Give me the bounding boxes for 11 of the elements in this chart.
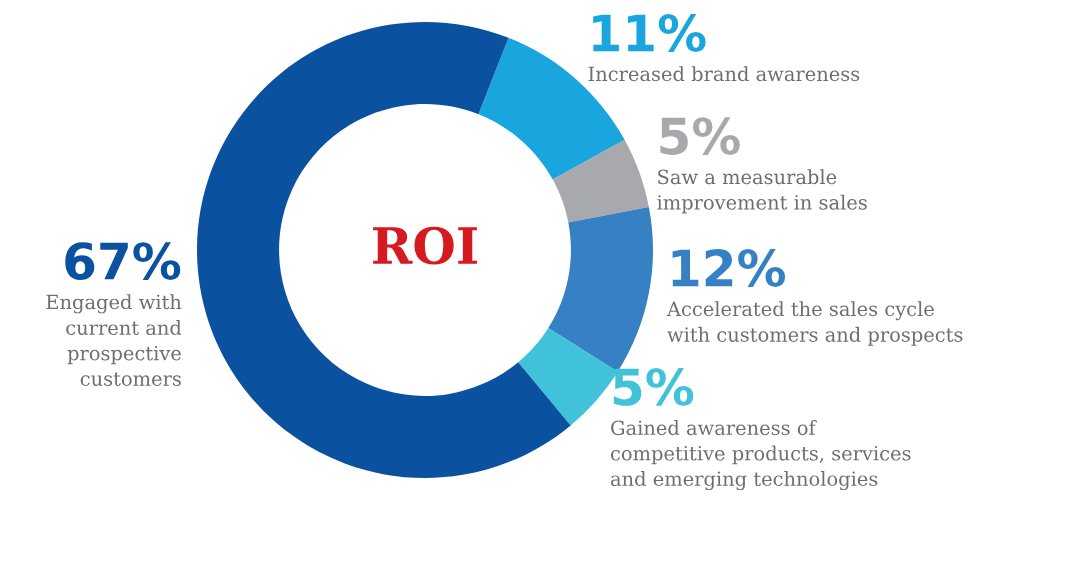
slice-label: Accelerated the sales cycle with customers and prospects: [666, 301, 963, 346]
data-label: 5%: [660, 117, 740, 155]
slice-label: Engaged with current and prospective customers: [46, 294, 182, 386]
slice-label: Saw a measurable improvement in sales: [657, 169, 867, 214]
slice-label: Increased brand awareness: [588, 66, 860, 82]
data-label: 11%: [593, 14, 706, 52]
data-label: 5%: [613, 368, 694, 406]
data-label: 67%: [65, 242, 181, 280]
text: ROI: [373, 226, 477, 265]
data-label: 12%: [672, 249, 786, 287]
slice-label: Gained awareness of competitive products, services and emerging technologies: [610, 420, 911, 491]
